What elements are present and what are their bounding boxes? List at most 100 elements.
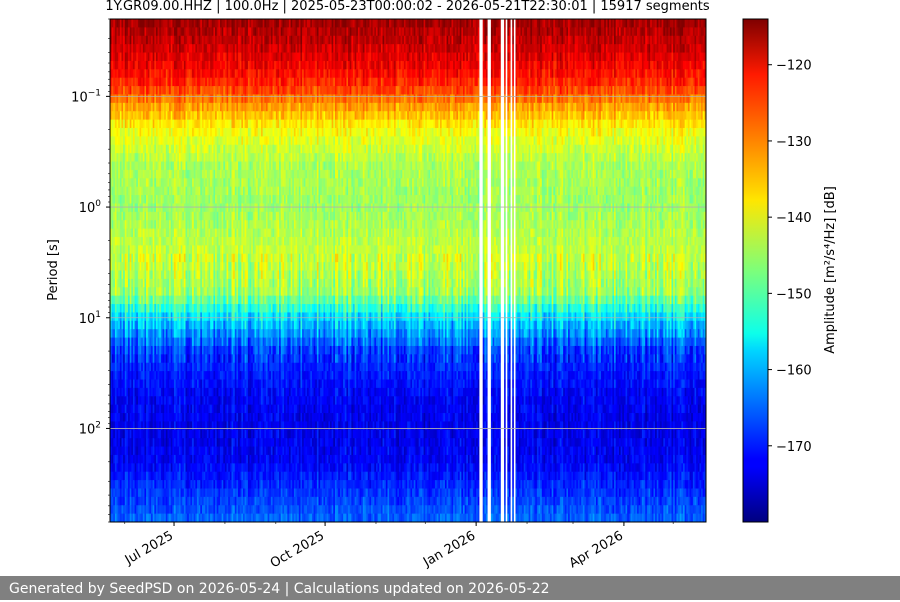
- spectrogram-cell: [180, 178, 183, 188]
- spectrogram-cell: [180, 161, 183, 171]
- spectrogram-cell: [234, 77, 238, 87]
- spectrogram-cell: [201, 387, 205, 397]
- spectrogram-cell: [226, 169, 229, 179]
- spectrogram-cell: [197, 304, 200, 314]
- spectrogram-cell: [170, 454, 173, 464]
- spectrogram-cell: [239, 60, 242, 70]
- spectrogram-cell: [195, 102, 198, 112]
- spectrogram-cell: [192, 195, 195, 205]
- spectrogram-cell: [113, 496, 116, 506]
- spectrogram-cell: [228, 362, 231, 372]
- spectrogram-cell: [142, 429, 146, 439]
- spectrogram-cell: [195, 438, 198, 448]
- spectrogram-cell: [178, 270, 182, 280]
- spectrogram-cell: [234, 446, 238, 456]
- spectrogram-cell: [128, 69, 131, 79]
- spectrogram-cell: [192, 144, 195, 154]
- spectrogram-cell: [116, 228, 119, 238]
- spectrogram-cell: [114, 119, 118, 129]
- spectrogram-cell: [167, 513, 170, 522]
- spectrogram-cell: [172, 463, 175, 473]
- spectrogram-cell: [123, 245, 126, 255]
- spectrogram-cell: [146, 320, 149, 330]
- spectrogram-cell: [201, 337, 205, 347]
- spectrogram-cell: [157, 513, 160, 522]
- spectrogram-cell: [132, 387, 136, 397]
- spectrogram-cell: [211, 471, 215, 481]
- spectrogram-cell: [188, 379, 192, 389]
- spectrogram-cell: [197, 245, 200, 255]
- spectrogram-cell: [164, 203, 167, 213]
- spectrogram-cell: [146, 77, 149, 87]
- spectrogram-cell: [174, 320, 177, 330]
- spectrogram-cell: [141, 463, 144, 473]
- spectrogram-cell: [175, 94, 178, 104]
- spectrogram-cell: [239, 421, 242, 431]
- spectrogram-cell: [226, 19, 229, 28]
- spectrogram-cell: [162, 228, 165, 238]
- spectrogram-cell: [233, 60, 236, 70]
- spectrogram-cell: [139, 413, 142, 422]
- spectrogram-cell: [206, 438, 210, 448]
- spectrogram-cell: [152, 312, 155, 322]
- spectrogram-cell: [144, 421, 147, 431]
- spectrogram-cell: [129, 119, 132, 129]
- spectrogram-cell: [128, 178, 131, 188]
- spectrogram-cell: [149, 186, 152, 196]
- spectrogram-cell: [210, 471, 213, 481]
- spectrogram-cell: [146, 228, 149, 238]
- spectrogram-cell: [141, 169, 144, 179]
- spectrogram-cell: [116, 44, 119, 54]
- spectrogram-cell: [203, 505, 206, 515]
- spectrogram-cell: [178, 127, 182, 137]
- spectrogram-cell: [121, 287, 124, 297]
- spectrogram-cell: [175, 27, 178, 37]
- spectrogram-cell: [119, 438, 123, 448]
- spectrogram-cell: [121, 127, 124, 137]
- spectrogram-cell: [128, 127, 131, 137]
- spectrogram-cell: [124, 396, 128, 406]
- spectrogram-cell: [141, 236, 144, 246]
- spectrogram-cell: [190, 236, 193, 246]
- spectrogram-cell: [216, 19, 219, 28]
- spectrogram-cell: [128, 228, 131, 238]
- spectrogram-cell: [197, 463, 200, 473]
- spectrogram-cell: [164, 396, 167, 406]
- spectrogram-cell: [216, 195, 219, 205]
- spectrogram-cell: [224, 287, 228, 297]
- spectrogram-cell: [201, 379, 205, 389]
- spectrogram-cell: [200, 102, 203, 112]
- spectrogram-cell: [182, 144, 185, 154]
- spectrogram-cell: [239, 262, 242, 272]
- spectrogram-cell: [154, 471, 157, 481]
- spectrogram-cell: [205, 111, 208, 121]
- spectrogram-cell: [159, 44, 162, 54]
- spectrogram-cell: [180, 77, 183, 87]
- spectrogram-cell: [201, 178, 205, 188]
- spectrogram-cell: [162, 295, 165, 305]
- spectrogram-cell: [190, 253, 193, 263]
- spectrogram-cell: [210, 77, 213, 87]
- spectrogram-cell: [183, 354, 187, 364]
- spectrogram-cell: [210, 19, 213, 28]
- spectrogram-cell: [205, 337, 208, 347]
- spectrogram-cell: [187, 86, 190, 96]
- spectrogram-cell: [142, 337, 146, 347]
- spectrogram-cell: [216, 102, 219, 112]
- spectrogram-cell: [185, 52, 188, 62]
- spectrogram-cell: [198, 144, 201, 154]
- spectrogram-cell: [239, 287, 242, 297]
- spectrogram-cell: [121, 463, 124, 473]
- spectrogram-cell: [149, 371, 152, 381]
- spectrogram-cell: [241, 295, 244, 305]
- spectrogram-cell: [152, 127, 155, 137]
- spectrogram-cell: [203, 253, 206, 263]
- spectrogram-cell: [226, 329, 229, 339]
- spectrogram-cell: [174, 253, 177, 263]
- spectrogram-cell: [174, 312, 177, 322]
- spectrogram-cell: [155, 52, 159, 62]
- spectrogram-cell: [180, 245, 183, 255]
- spectrogram-cell: [124, 379, 128, 389]
- spectrogram-cell: [162, 144, 165, 154]
- spectrogram-cell: [129, 345, 132, 355]
